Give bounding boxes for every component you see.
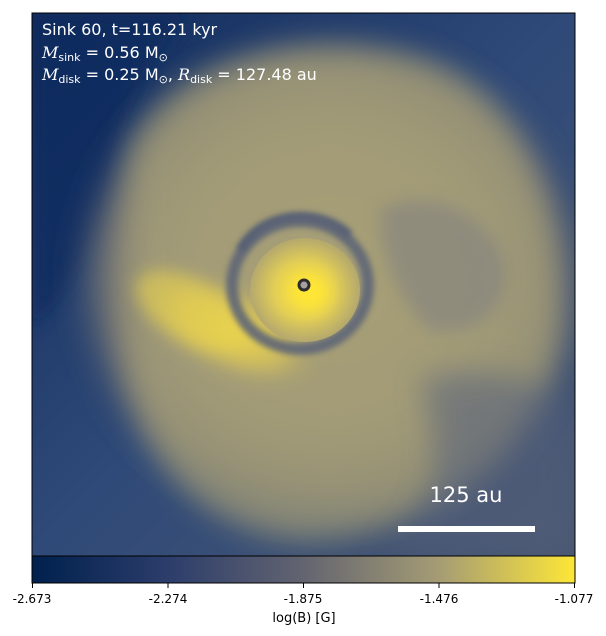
- disk-radius-subscript: disk: [190, 73, 213, 86]
- disk-mass-value: = 0.25 M: [80, 65, 159, 84]
- mass-subscript: sink: [58, 51, 81, 64]
- scale-bar: [398, 526, 535, 532]
- sink-title: Sink 60, t=116.21 kyr: [42, 20, 218, 39]
- sink-mass: Msink = 0.56 M⊙: [42, 43, 168, 68]
- colorbar-ticks: [32, 583, 575, 588]
- disk-mass-subscript: disk: [58, 73, 81, 86]
- colorbar-label: log(B) [G]: [272, 611, 336, 626]
- solar-symbol: ⊙: [158, 73, 168, 86]
- sink-mass-value: = 0.56 M: [80, 43, 159, 62]
- disk-radius-symbol: R: [178, 65, 191, 84]
- separator: ,: [167, 65, 179, 84]
- colorbar-tick-label: -2.274: [148, 592, 188, 606]
- disk-mass-symbol: M: [42, 65, 59, 84]
- solar-symbol: ⊙: [158, 51, 168, 64]
- colorbar: [31, 555, 576, 584]
- sink-marker: [297, 278, 311, 292]
- disk-properties: Mdisk = 0.25 M⊙, Rdisk = 127.48 au: [42, 65, 317, 90]
- mass-symbol: M: [42, 43, 59, 62]
- scale-bar-label: 125 au: [429, 483, 503, 507]
- colorbar-tick-label: -2.673: [12, 592, 52, 606]
- disk-radius-value: = 127.48 au: [212, 65, 317, 84]
- magnetic-field-map: [32, 13, 575, 556]
- colorbar-tick-label: -1.077: [554, 592, 594, 606]
- colorbar-tick-label: -1.875: [283, 592, 323, 606]
- colorbar-tick-label: -1.476: [419, 592, 459, 606]
